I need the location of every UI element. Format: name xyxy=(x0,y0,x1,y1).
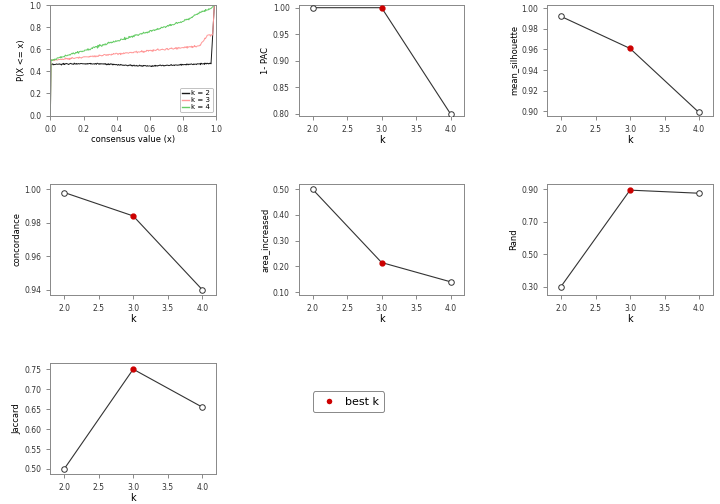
X-axis label: k: k xyxy=(379,314,384,324)
X-axis label: k: k xyxy=(627,314,633,324)
X-axis label: k: k xyxy=(379,135,384,145)
Y-axis label: mean_silhouette: mean_silhouette xyxy=(509,25,518,95)
Y-axis label: area_increased: area_increased xyxy=(261,207,270,272)
X-axis label: consensus value (x): consensus value (x) xyxy=(91,135,175,144)
Y-axis label: Rand: Rand xyxy=(509,229,518,250)
X-axis label: k: k xyxy=(130,493,136,503)
Y-axis label: P(X <= x): P(X <= x) xyxy=(17,39,27,81)
Legend: best k: best k xyxy=(312,391,384,412)
Y-axis label: Jaccard: Jaccard xyxy=(12,403,22,434)
Legend: k = 2, k = 3, k = 4: k = 2, k = 3, k = 4 xyxy=(180,88,212,112)
Y-axis label: concordance: concordance xyxy=(12,212,22,267)
X-axis label: k: k xyxy=(627,135,633,145)
X-axis label: k: k xyxy=(130,314,136,324)
Y-axis label: 1- PAC: 1- PAC xyxy=(261,47,270,74)
